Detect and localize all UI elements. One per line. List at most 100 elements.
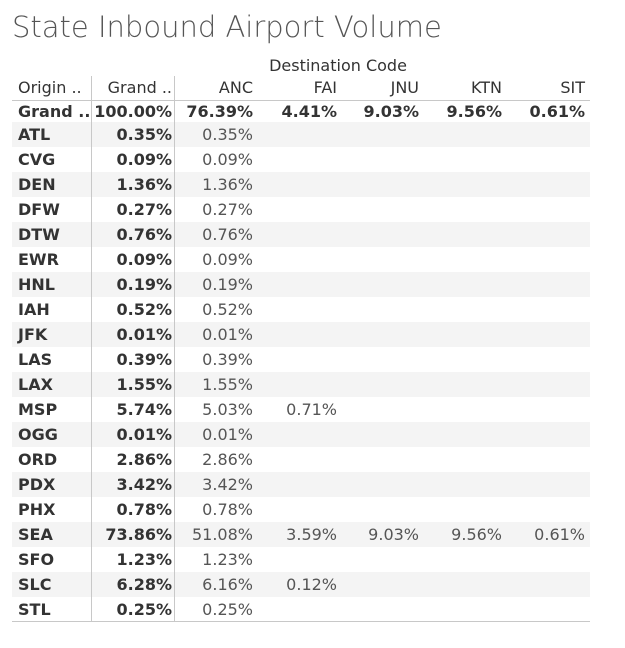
origin-code-cell[interactable]: OGG <box>18 425 58 444</box>
origin-code-cell[interactable]: MSP <box>18 400 58 419</box>
origin-code-cell[interactable]: PHX <box>18 500 56 519</box>
origin-code-cell[interactable]: SFO <box>18 550 55 569</box>
origin-code-cell[interactable]: DEN <box>18 175 56 194</box>
grand-value-cell[interactable]: 0.25% <box>116 600 172 619</box>
fai-value-cell[interactable] <box>255 297 337 322</box>
anc-value-cell[interactable]: 3.42% <box>202 475 253 494</box>
fai-value-cell[interactable] <box>255 222 337 247</box>
anc-value-cell[interactable]: 1.36% <box>202 175 253 194</box>
fai-value-cell[interactable] <box>255 547 337 572</box>
anc-value-cell[interactable]: 0.09% <box>202 150 253 169</box>
sit-value-cell[interactable] <box>504 322 585 347</box>
grand-value-cell[interactable]: 73.86% <box>105 525 172 544</box>
anc-value-cell[interactable]: 6.16% <box>202 575 253 594</box>
ktn-value-cell[interactable] <box>421 272 502 297</box>
anc-value-cell[interactable]: 0.25% <box>202 600 253 619</box>
grand-value-cell[interactable]: 0.78% <box>116 500 172 519</box>
grand-value-cell[interactable]: 0.19% <box>116 275 172 294</box>
fai-value-cell[interactable] <box>255 247 337 272</box>
grand-value-cell[interactable]: 0.01% <box>116 325 172 344</box>
anc-column-header[interactable]: ANC <box>218 78 253 97</box>
sit-value-cell[interactable] <box>504 222 585 247</box>
origin-column-header[interactable]: Origin .. <box>18 78 82 97</box>
sit-value-cell[interactable] <box>504 297 585 322</box>
anc-value-cell[interactable]: 0.39% <box>202 350 253 369</box>
total-jnu-cell[interactable]: 9.03% <box>363 102 419 121</box>
ktn-value-cell[interactable] <box>421 447 502 472</box>
origin-code-cell[interactable]: CVG <box>18 150 56 169</box>
fai-value-cell[interactable]: 0.71% <box>286 400 337 419</box>
origin-code-cell[interactable]: HNL <box>18 275 55 294</box>
ktn-value-cell[interactable] <box>421 497 502 522</box>
grand-value-cell[interactable]: 0.09% <box>116 250 172 269</box>
origin-code-cell[interactable]: ORD <box>18 450 58 469</box>
origin-code-cell[interactable]: PDX <box>18 475 56 494</box>
origin-code-cell[interactable]: ATL <box>18 125 51 144</box>
grand-value-cell[interactable]: 5.74% <box>116 400 172 419</box>
sit-value-cell[interactable] <box>504 572 585 597</box>
fai-value-cell[interactable]: 0.12% <box>286 575 337 594</box>
ktn-value-cell[interactable] <box>421 472 502 497</box>
anc-value-cell[interactable]: 0.76% <box>202 225 253 244</box>
ktn-value-cell[interactable] <box>421 147 502 172</box>
grand-total-column-header[interactable]: Grand .. <box>107 78 172 97</box>
origin-code-cell[interactable]: SEA <box>18 525 53 544</box>
anc-value-cell[interactable]: 2.86% <box>202 450 253 469</box>
ktn-value-cell[interactable] <box>421 297 502 322</box>
ktn-value-cell[interactable] <box>421 222 502 247</box>
jnu-value-cell[interactable] <box>339 247 419 272</box>
anc-value-cell[interactable]: 0.27% <box>202 200 253 219</box>
jnu-value-cell[interactable] <box>339 172 419 197</box>
grand-value-cell[interactable]: 1.23% <box>116 550 172 569</box>
origin-code-cell[interactable]: IAH <box>18 300 50 319</box>
grand-value-cell[interactable]: 0.27% <box>116 200 172 219</box>
jnu-value-cell[interactable] <box>339 572 419 597</box>
jnu-value-cell[interactable] <box>339 147 419 172</box>
origin-code-cell[interactable]: SLC <box>18 575 52 594</box>
fai-value-cell[interactable] <box>255 147 337 172</box>
fai-value-cell[interactable]: 3.59% <box>286 525 337 544</box>
grand-value-cell[interactable]: 0.52% <box>116 300 172 319</box>
jnu-value-cell[interactable] <box>339 272 419 297</box>
anc-value-cell[interactable]: 0.19% <box>202 275 253 294</box>
total-sit-cell[interactable]: 0.61% <box>529 102 585 121</box>
jnu-value-cell[interactable] <box>339 447 419 472</box>
jnu-value-cell[interactable] <box>339 597 419 622</box>
fai-value-cell[interactable] <box>255 347 337 372</box>
grand-value-cell[interactable]: 1.55% <box>116 375 172 394</box>
grand-value-cell[interactable]: 2.86% <box>116 450 172 469</box>
sit-value-cell[interactable]: 0.61% <box>534 525 585 544</box>
jnu-value-cell[interactable] <box>339 397 419 422</box>
anc-value-cell[interactable]: 0.01% <box>202 425 253 444</box>
grand-value-cell[interactable]: 0.01% <box>116 425 172 444</box>
jnu-value-cell[interactable]: 9.03% <box>368 525 419 544</box>
total-anc-cell[interactable]: 76.39% <box>186 102 253 121</box>
jnu-value-cell[interactable] <box>339 547 419 572</box>
sit-value-cell[interactable] <box>504 347 585 372</box>
jnu-value-cell[interactable] <box>339 197 419 222</box>
anc-value-cell[interactable]: 1.23% <box>202 550 253 569</box>
grand-value-cell[interactable]: 0.09% <box>116 150 172 169</box>
jnu-value-cell[interactable] <box>339 222 419 247</box>
ktn-value-cell[interactable] <box>421 322 502 347</box>
jnu-value-cell[interactable] <box>339 422 419 447</box>
ktn-value-cell[interactable] <box>421 347 502 372</box>
destination-code-header[interactable]: Destination Code <box>269 56 407 75</box>
sit-value-cell[interactable] <box>504 272 585 297</box>
sit-value-cell[interactable] <box>504 597 585 622</box>
fai-value-cell[interactable] <box>255 197 337 222</box>
ktn-value-cell[interactable] <box>421 197 502 222</box>
jnu-value-cell[interactable] <box>339 497 419 522</box>
sit-column-header[interactable]: SIT <box>560 78 585 97</box>
fai-value-cell[interactable] <box>255 472 337 497</box>
sit-value-cell[interactable] <box>504 472 585 497</box>
total-fai-cell[interactable]: 4.41% <box>281 102 337 121</box>
fai-value-cell[interactable] <box>255 497 337 522</box>
total-label[interactable]: Grand .. <box>18 102 91 121</box>
jnu-value-cell[interactable] <box>339 297 419 322</box>
grand-value-cell[interactable]: 1.36% <box>116 175 172 194</box>
total-ktn-cell[interactable]: 9.56% <box>446 102 502 121</box>
ktn-column-header[interactable]: KTN <box>471 78 502 97</box>
grand-value-cell[interactable]: 0.35% <box>116 125 172 144</box>
ktn-value-cell[interactable] <box>421 597 502 622</box>
